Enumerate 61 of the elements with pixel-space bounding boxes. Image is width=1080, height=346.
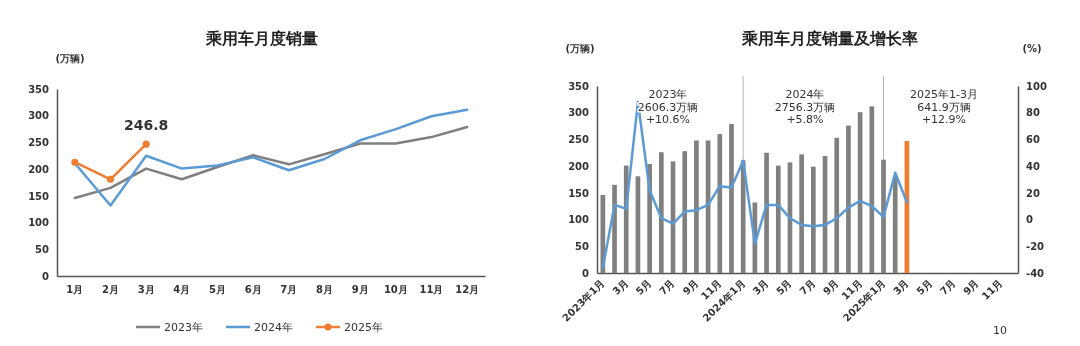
x-tick-label: 9月 xyxy=(351,284,369,296)
x-tick-label: 3月 xyxy=(610,277,631,297)
y-tick-label: 100 xyxy=(28,217,50,229)
y-tick-label: 250 xyxy=(28,137,50,149)
text: 10 xyxy=(993,324,1007,337)
y2-tick-label: 0 xyxy=(1026,214,1033,226)
x-tick-label: 6月 xyxy=(244,284,262,296)
x-tick-label: 7月 xyxy=(797,277,818,297)
x-tick-label: 1月 xyxy=(66,284,84,296)
legend-label: 2024年 xyxy=(254,321,293,334)
x-tick-label: 9月 xyxy=(680,277,701,297)
x-tick-label: 7月 xyxy=(657,277,677,297)
y-tick-label: 250 xyxy=(568,134,590,146)
y-tick-label: 300 xyxy=(568,107,590,119)
annotation: 246.8 xyxy=(124,117,169,134)
x-tick-label: 3月 xyxy=(891,277,911,297)
y-tick-label: 350 xyxy=(28,83,50,95)
chart-title: 乘用车月度销量 xyxy=(205,29,318,48)
x-tick-label: 9月 xyxy=(961,277,981,297)
y2-tick-label: 40 xyxy=(1026,160,1040,172)
y-tick-label: 0 xyxy=(42,270,50,282)
y-tick-label: 200 xyxy=(28,163,50,175)
x-tick-label: 7月 xyxy=(280,284,298,296)
y2-tick-label: 100 xyxy=(1026,80,1047,92)
x-tick-label: 5月 xyxy=(633,277,654,297)
x-tick-label: 3月 xyxy=(750,277,771,297)
x-tick-label: 4月 xyxy=(173,284,191,296)
y-axis-title: (万辆) xyxy=(565,43,595,54)
y-tick-label: 150 xyxy=(568,187,590,199)
y-tick-label: 300 xyxy=(28,110,50,122)
y2-tick-label: 80 xyxy=(1026,107,1040,119)
x-tick-label: 11月 xyxy=(419,284,444,296)
x-tick-label: 5月 xyxy=(914,277,935,297)
y-tick-label: 50 xyxy=(575,240,590,252)
y2-tick-label: 20 xyxy=(1026,187,1040,199)
y-tick-label: 150 xyxy=(28,190,50,202)
x-tick-label: 2月 xyxy=(102,284,119,296)
x-tick-label: 7月 xyxy=(937,277,958,297)
legend-label: 2023年 xyxy=(164,321,203,334)
y-tick-label: 0 xyxy=(582,267,590,279)
x-tick-label: 9月 xyxy=(820,277,841,297)
x-tick-label: 11月 xyxy=(979,277,1005,302)
x-tick-label: 5月 xyxy=(209,284,226,296)
x-tick-label: 12月 xyxy=(455,284,480,296)
annotation: 2024年 2756.3万辆 +5.8% xyxy=(774,88,836,127)
y-tick-label: 100 xyxy=(568,214,590,226)
x-tick-label: 10月 xyxy=(383,284,408,296)
x-tick-label: 5月 xyxy=(774,277,794,297)
chart-title: 乘用车月度销量及增长率 xyxy=(741,29,918,48)
y2-tick-label: 60 xyxy=(1026,134,1040,146)
y-tick-label: 50 xyxy=(35,243,50,255)
y-tick-label: 200 xyxy=(568,160,590,172)
y-tick-label: 350 xyxy=(568,80,590,92)
y2-tick-label: -40 xyxy=(1026,267,1045,279)
x-tick-label: 3月 xyxy=(137,284,155,296)
annotation: 2025年1-3月 641.9万辆 +12.9% xyxy=(910,88,978,127)
x-tick-label: 8月 xyxy=(316,284,333,296)
y2-tick-label: -20 xyxy=(1026,240,1045,252)
legend-label: 2025年 xyxy=(344,321,383,334)
y2-axis-title: (%) xyxy=(1022,43,1042,54)
y-axis-title: (万辆) xyxy=(55,53,85,64)
